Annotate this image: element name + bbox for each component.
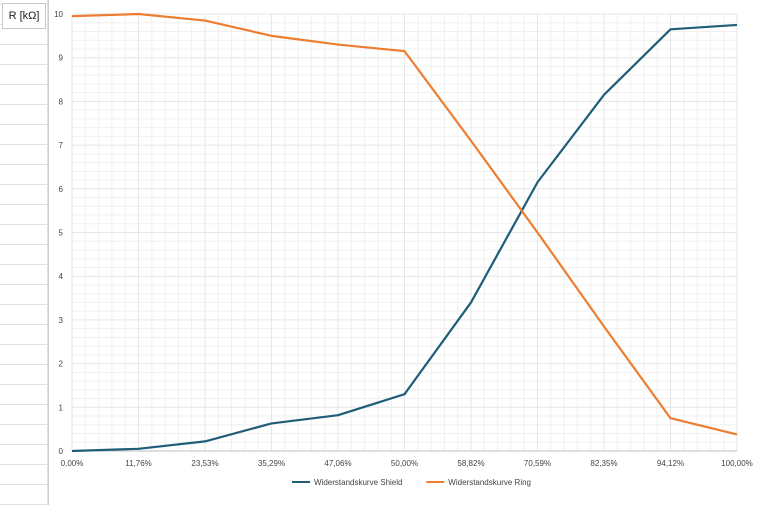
series-line-1[interactable] xyxy=(71,23,738,453)
series-line-2[interactable] xyxy=(71,12,738,436)
y-tick-label: 10 xyxy=(54,10,63,19)
y-tick-label: 4 xyxy=(59,272,64,281)
legend[interactable]: Widerstandskurve Shield Widerstandskurve … xyxy=(292,478,531,487)
x-tick-label: 11,76% xyxy=(125,459,152,468)
x-tick-label: 82,35% xyxy=(590,459,617,468)
x-tick-label: 47,06% xyxy=(324,459,351,468)
x-tick-label: 0,00% xyxy=(61,459,84,468)
line-chart[interactable]: 0 1 2 3 4 5 6 7 8 9 10 0,00% 11,76% 23,53% 35,29% 47,0… xyxy=(48,0,771,505)
legend-label[interactable]: Widerstandskurve Shield xyxy=(314,478,402,487)
x-tick-labels: 0,00% 11,76% 23,53% 35,29% 47,06% 50,00% 58,82… xyxy=(61,459,753,468)
chart-svg: 0 1 2 3 4 5 6 7 8 9 10 0,00% 11,76% 23,53% 35,29% 47,0… xyxy=(54,10,753,487)
y-tick-label: 7 xyxy=(59,141,64,150)
y-tick-label: 9 xyxy=(59,54,64,63)
x-tick-label: 100,00% xyxy=(721,459,753,468)
x-tick-label: 58,82% xyxy=(457,459,484,468)
x-tick-label: 94,12% xyxy=(657,459,684,468)
x-tick-label: 50,00% xyxy=(391,459,418,468)
legend-label[interactable]: Widerstandskurve Ring xyxy=(448,478,531,487)
y-tick-label: 5 xyxy=(59,229,64,238)
y-tick-label: 1 xyxy=(59,403,64,412)
y-tick-label: 2 xyxy=(59,360,64,369)
x-tick-label: 23,53% xyxy=(191,459,218,468)
x-tick-label: 70,59% xyxy=(524,459,551,468)
y-tick-label: 0 xyxy=(59,447,64,456)
y-tick-labels: 0 1 2 3 4 5 6 7 8 9 10 xyxy=(54,10,63,456)
series-lines xyxy=(71,12,738,453)
y-tick-label: 6 xyxy=(59,185,64,194)
major-gridlines xyxy=(71,13,738,452)
cell-label[interactable]: R [kΩ] xyxy=(2,3,46,29)
y-tick-label: 8 xyxy=(59,97,64,106)
x-tick-label: 35,29% xyxy=(258,459,285,468)
y-tick-label: 3 xyxy=(59,316,64,325)
